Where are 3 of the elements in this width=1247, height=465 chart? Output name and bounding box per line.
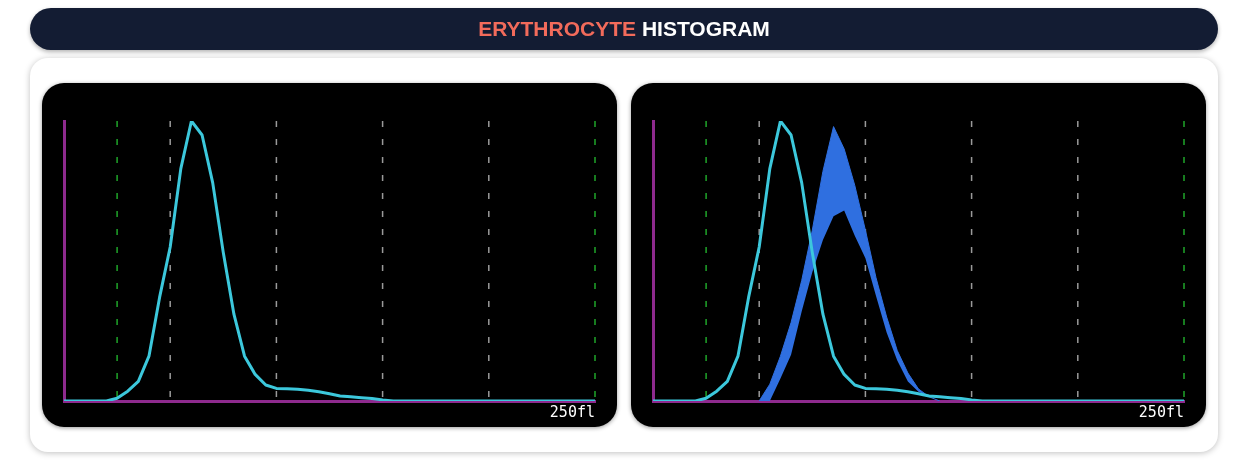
- chart-title: ERYTHROCYTE HISTOGRAM: [478, 17, 770, 40]
- text: 250fl: [1138, 403, 1184, 422]
- text: 250fl: [549, 403, 595, 422]
